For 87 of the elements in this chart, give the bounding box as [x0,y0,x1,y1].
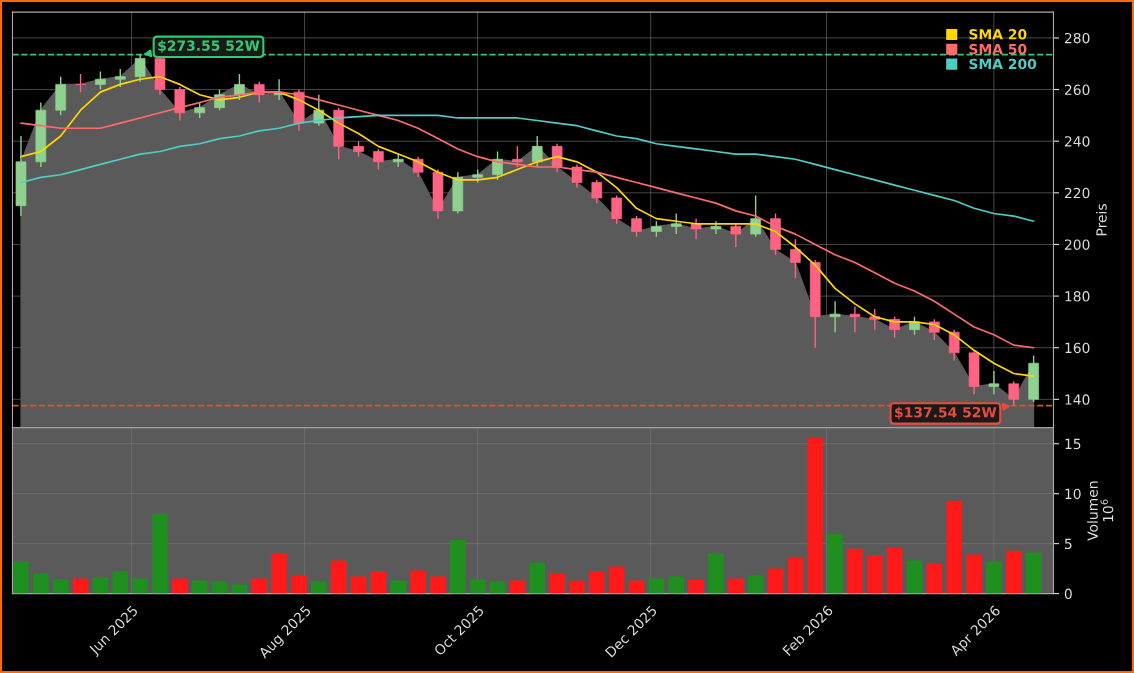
bar [390,580,407,594]
annotation: $273.55 52W [158,40,260,53]
bar [986,561,1002,594]
bar [946,500,963,594]
y-tick-label: 180 [1065,291,1090,302]
bar [727,578,744,594]
bar [529,562,546,594]
bar [152,513,168,594]
bar [589,571,605,594]
bar [72,578,89,594]
y-tick-label: 10 [1065,488,1081,500]
bar [1005,550,1022,594]
annotation: $137.54 52W [895,406,997,420]
candlestick [631,215,642,238]
candlestick [829,300,841,333]
bar [330,560,347,594]
candlestick [611,194,622,225]
legend-label: SMA 50 [969,43,1027,55]
bar [271,553,287,594]
candlestick [373,148,384,171]
y-axis-title: Preis [1095,204,1107,236]
candlestick [512,145,523,168]
candlestick [849,305,861,333]
bar [569,580,585,594]
bar [886,547,903,594]
candlestick [690,217,702,240]
bar [668,576,685,594]
bar [311,581,327,594]
candlestick [571,163,583,189]
bar [92,577,109,594]
bar [847,548,863,594]
bar [648,578,665,594]
legend-label: SMA 20 [969,29,1027,40]
bar [1025,552,1042,594]
bar [450,539,466,594]
y-tick-label: 15 [1065,438,1081,450]
bar [13,561,29,594]
bar [350,576,367,594]
legend-label: SMA 200 [969,58,1037,70]
bar [787,557,804,594]
bar [688,579,704,594]
candlestick [750,194,761,238]
bar [767,568,784,594]
candlestick [75,73,86,93]
y-axis-title: Volumen 10$^{6}$ [1087,481,1114,541]
bar [966,554,982,594]
bar [291,575,307,594]
y-tick-label: 5 [1064,538,1072,550]
candlestick [1008,380,1020,407]
candlestick [134,53,146,83]
candlestick [948,328,960,362]
candlestick [114,68,126,88]
bar [747,575,764,594]
bar [251,578,268,594]
bar [430,576,446,594]
bar [708,553,724,594]
candlestick [730,223,742,248]
candlestick [790,238,801,279]
bar [906,560,923,594]
bar [112,571,129,594]
candlestick [174,86,186,122]
candlestick [670,212,682,235]
bar [866,555,883,594]
y-tick-label: 160 [1065,342,1090,354]
y-tick-label: 220 [1064,187,1090,199]
bar [370,571,387,594]
candlestick [492,150,503,181]
candlestick [531,135,543,168]
y-tick-label: 0 [1064,588,1072,600]
bar [608,566,625,594]
candlestick [95,70,106,91]
bar [172,578,188,594]
candlestick [988,370,1000,395]
candlestick [591,179,603,204]
bar [827,533,843,594]
y-tick-label: 280 [1064,32,1090,44]
bar [410,570,426,594]
y-tick-label: 140 [1065,394,1090,405]
bar [926,563,943,594]
bar [33,573,49,594]
y-tick-label: 240 [1064,136,1090,147]
bar [807,437,824,594]
y-tick-label: 260 [1064,84,1090,96]
bar [549,573,565,594]
bar [132,578,148,594]
candlestick [234,73,245,101]
y-tick-label: 200 [1064,239,1090,250]
